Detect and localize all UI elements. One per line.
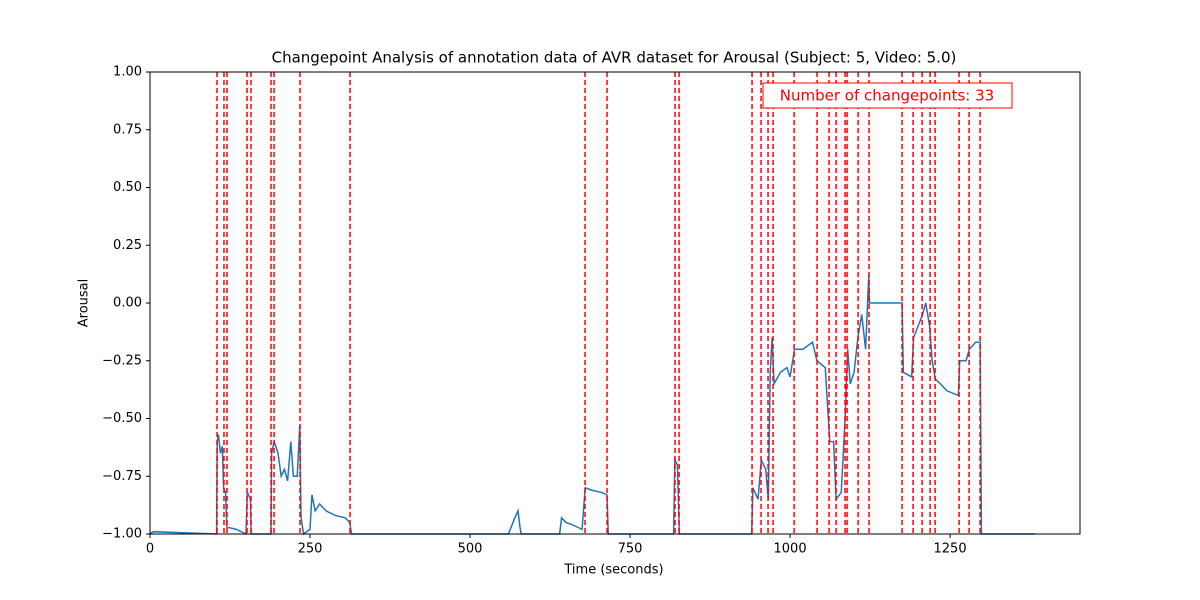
x-axis-label: Time (seconds) [563, 563, 663, 578]
annotation: Number of changepoints: 33 [780, 87, 994, 105]
x-tick-label: 0 [146, 542, 154, 557]
y-tick-label: 0.00 [113, 296, 142, 311]
y-tick-label: −0.50 [102, 411, 142, 426]
data-line [149, 275, 1036, 536]
y-tick-label: 0.50 [113, 180, 142, 195]
chart-title: Changepoint Analysis of annotation data … [272, 49, 957, 67]
y-tick-label: −0.25 [102, 353, 142, 368]
x-tick-label: 1000 [774, 542, 807, 557]
y-tick-label: −1.00 [102, 527, 142, 542]
annotation-box [762, 82, 1013, 109]
y-tick-label: 1.00 [113, 65, 142, 80]
y-tick-label: 0.75 [113, 122, 142, 137]
x-tick-label: 1250 [934, 542, 967, 557]
x-tick-label: 750 [618, 542, 643, 557]
x-tick-label: 250 [298, 542, 323, 557]
y-tick-label: −0.75 [102, 469, 142, 484]
x-tick-label: 500 [458, 542, 483, 557]
y-axis-label: Arousal [77, 279, 92, 328]
plot-frame [149, 71, 1081, 535]
y-tick-label: 0.25 [113, 238, 142, 253]
